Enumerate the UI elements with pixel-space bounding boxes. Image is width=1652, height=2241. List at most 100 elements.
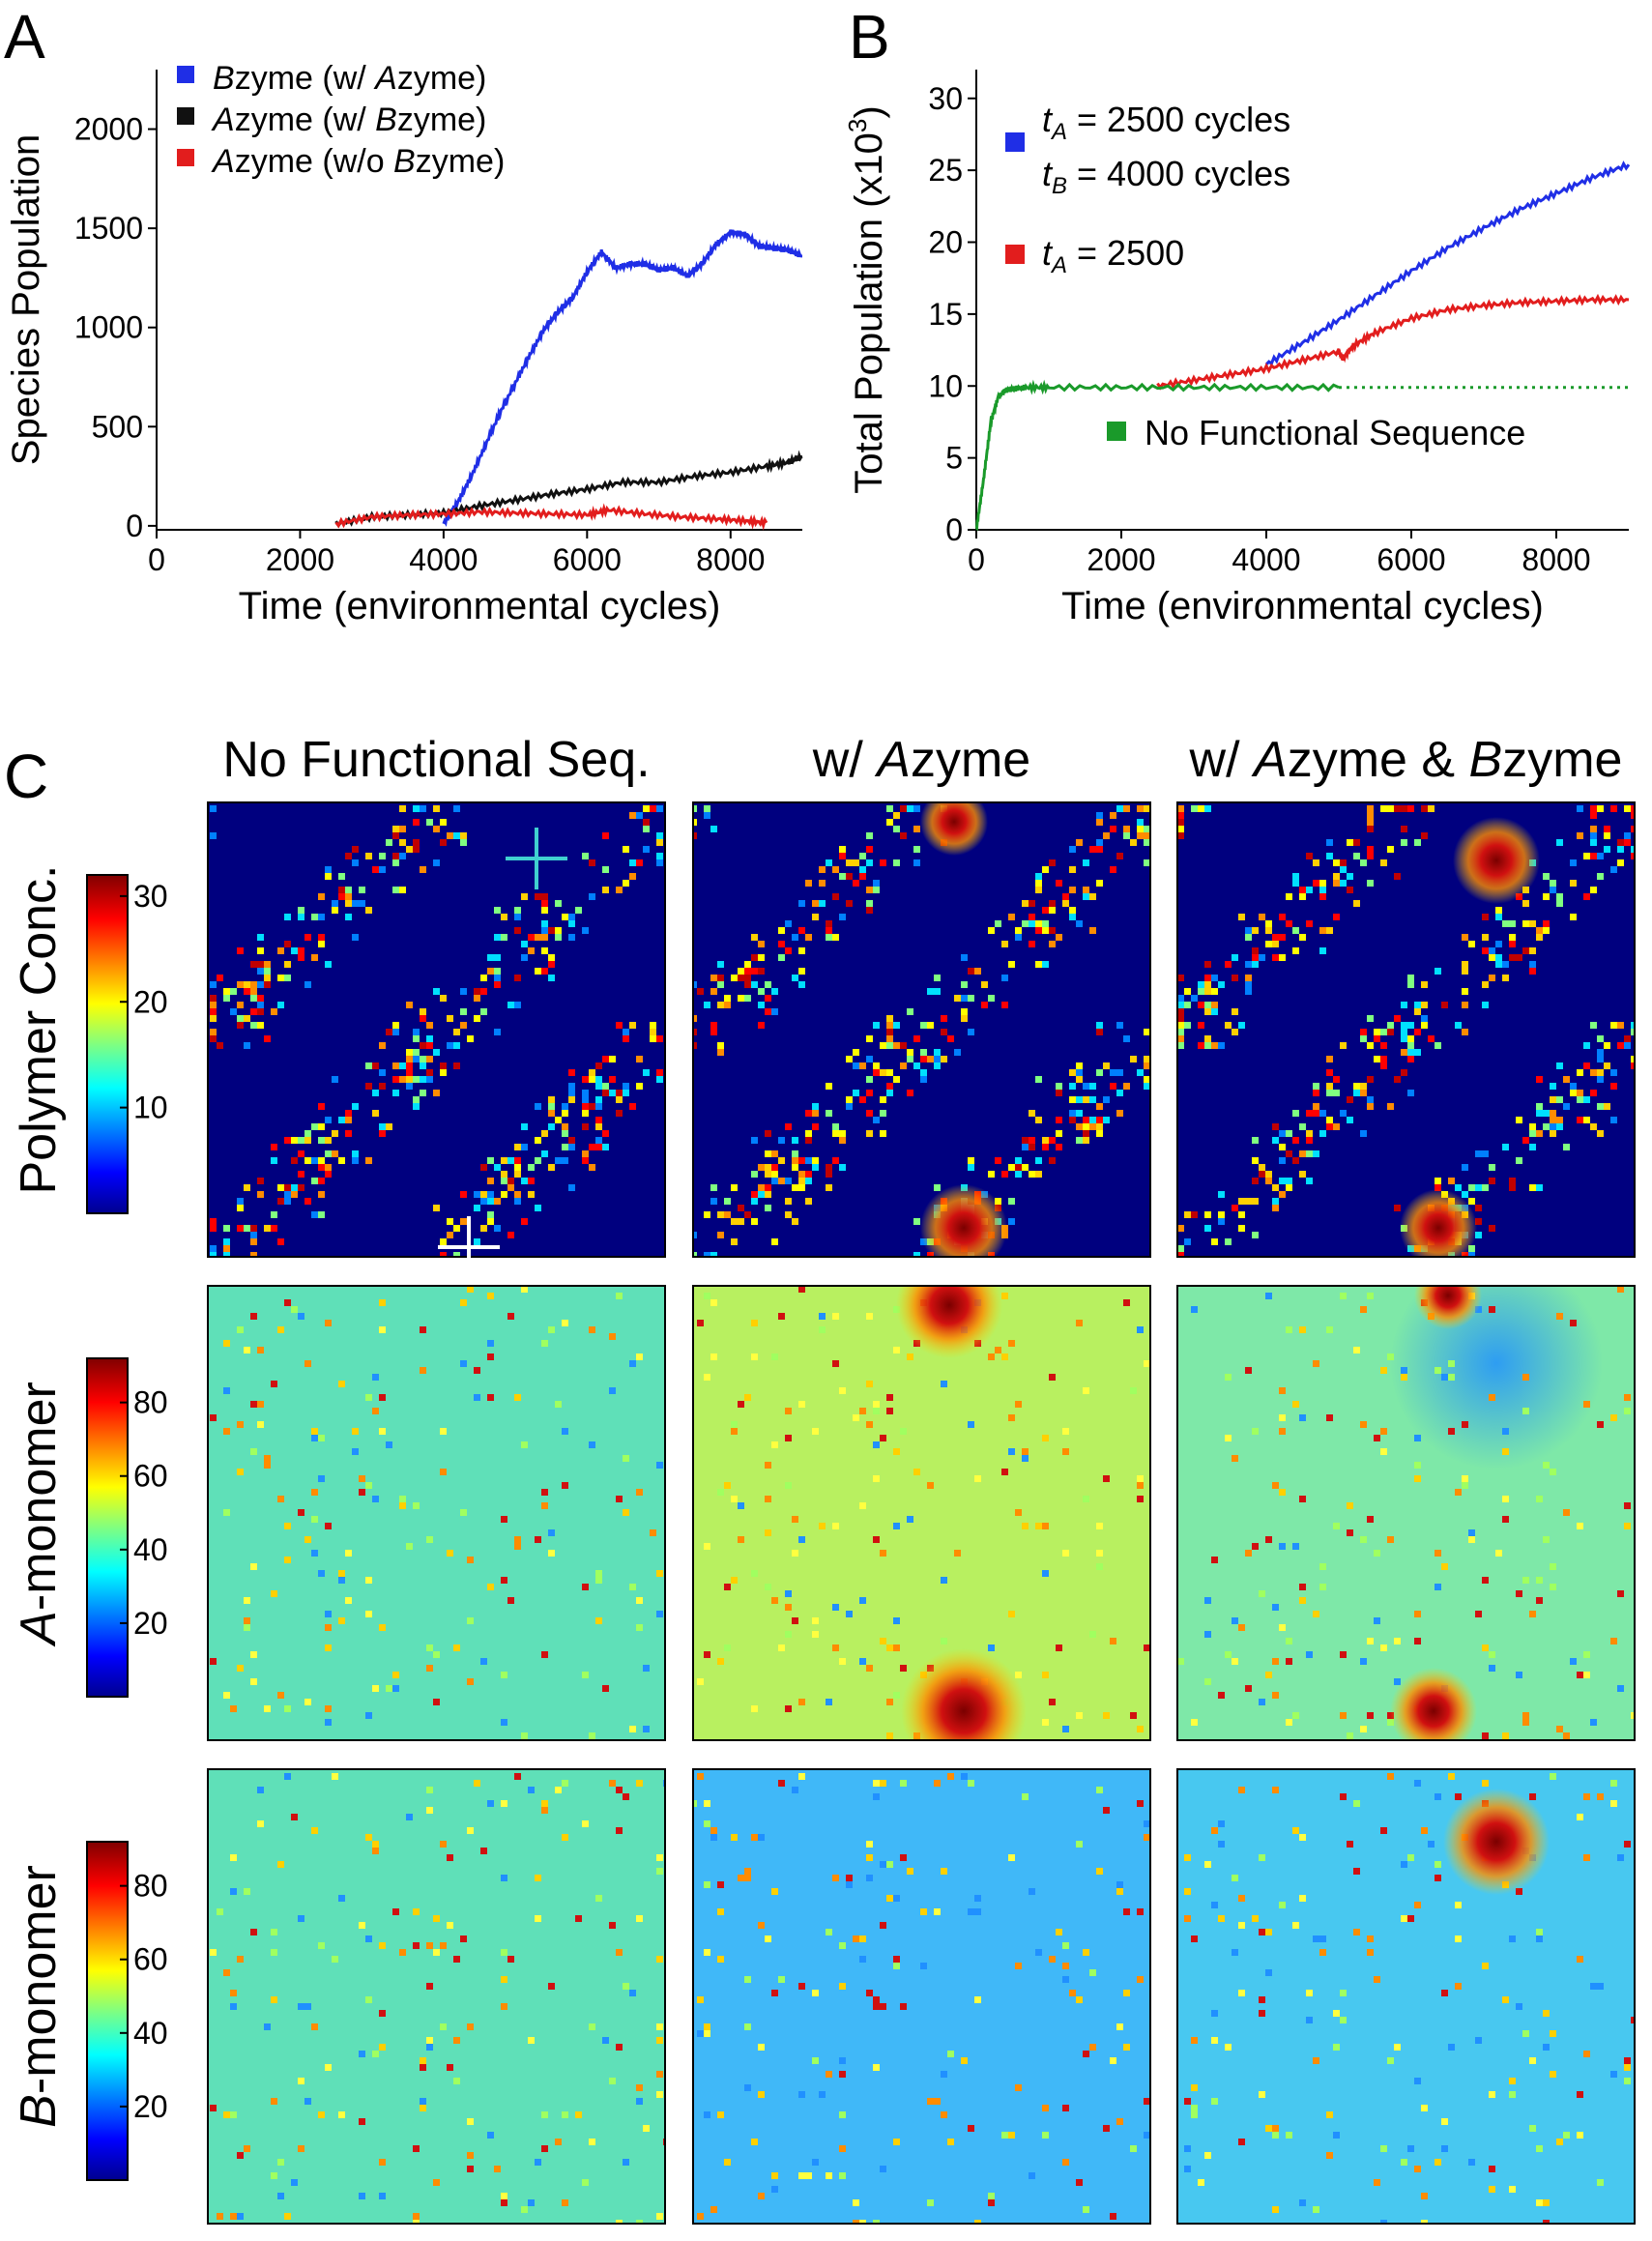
heatmap-cell: [237, 947, 244, 954]
heatmap-speck: [325, 1644, 332, 1651]
heatmap-speck: [237, 1956, 244, 1963]
heatmap-cell: [1265, 941, 1272, 947]
heatmap-cell: [1407, 1042, 1414, 1049]
heatmap-cell: [907, 1008, 913, 1015]
heatmap-speck: [839, 2145, 846, 2152]
heatmap-speck: [1232, 1875, 1238, 1881]
heatmap-cell: [826, 1083, 832, 1090]
heatmap-cell: [859, 853, 866, 859]
heatmap-cell: [832, 1123, 839, 1130]
heatmap-speck: [372, 1496, 379, 1502]
heatmap-cell: [1286, 920, 1292, 927]
heatmap-speck: [1265, 1969, 1272, 1976]
heatmap-row1-col1: [692, 1285, 1151, 1741]
heatmap-speck: [785, 1631, 792, 1638]
heatmap-cell: [1347, 887, 1353, 893]
heatmap-speck: [798, 1773, 805, 1780]
heatmap-speck: [433, 1699, 440, 1705]
heatmap-cell: [1049, 1137, 1056, 1144]
heatmap-speck: [913, 1469, 920, 1475]
heatmap-cell: [1299, 1123, 1306, 1130]
heatmap-cell: [1116, 1090, 1123, 1096]
panel-b-legend-label-0-line1-sub: A: [1050, 119, 1067, 145]
heatmap-speck: [1522, 1719, 1529, 1726]
heatmap-cell: [1468, 941, 1475, 947]
heatmap-speck: [264, 1462, 271, 1469]
heatmap-speck: [1259, 1854, 1265, 1861]
heatmap-cell: [413, 819, 420, 826]
heatmap-speck: [1374, 2179, 1380, 2186]
heatmap-speck: [751, 1353, 758, 1360]
heatmap-cell: [1631, 853, 1635, 859]
heatmap-speck: [1502, 1516, 1509, 1523]
heatmap-speck: [1191, 1935, 1198, 1942]
heatmap-cell: [1069, 914, 1076, 920]
heatmap-cell: [379, 1083, 386, 1090]
heatmap-cell: [1407, 1090, 1414, 1096]
heatmap-cell: [1279, 1130, 1286, 1137]
heatmap-speck: [1482, 1780, 1489, 1787]
heatmap-background: [208, 1769, 665, 2224]
heatmap-cell: [277, 975, 284, 981]
heatmap-speck: [1259, 2010, 1265, 2017]
heatmap-speck: [386, 1685, 392, 1692]
heatmap-cell: [1177, 826, 1184, 832]
heatmap-cell: [1617, 839, 1624, 846]
heatmap-cell: [406, 846, 413, 853]
heatmap-cell: [697, 988, 704, 995]
heatmap-cell: [1211, 975, 1218, 981]
heatmap-cell: [514, 927, 521, 934]
heatmap-cell: [1360, 859, 1367, 866]
heatmap-speck: [988, 1353, 995, 1360]
heatmap-speck: [880, 2003, 886, 2010]
heatmap-cell: [1076, 1110, 1083, 1117]
heatmap-speck: [900, 1428, 907, 1435]
heatmap-speck: [616, 2044, 623, 2051]
heatmap-cell: [1394, 873, 1401, 880]
heatmap-cell: [751, 1171, 758, 1178]
heatmap-cell: [1394, 1076, 1401, 1083]
heatmap-cell: [548, 1123, 555, 1130]
heatmap-speck: [1407, 2145, 1414, 2152]
heatmap-speck: [1116, 1881, 1123, 1888]
heatmap-cell: [507, 1002, 514, 1008]
heatmap-speck: [1536, 2199, 1543, 2206]
panel-label-b: B: [849, 2, 890, 72]
heatmap-cell: [1516, 1117, 1522, 1123]
heatmap-cell: [873, 1062, 880, 1069]
heatmap-speck: [636, 1624, 643, 1631]
heatmap-speck: [250, 1313, 257, 1320]
heatmap-cell: [447, 1232, 453, 1238]
heatmap-speck: [460, 1360, 467, 1367]
heatmap-speck: [1191, 2105, 1198, 2111]
heatmap-speck: [210, 1949, 217, 1956]
heatmap-cell: [1008, 961, 1015, 968]
heatmap-speck: [704, 1800, 710, 1807]
heatmap-cell: [1225, 1238, 1232, 1245]
heatmap-speck: [426, 1983, 433, 1990]
heatmap-speck: [920, 1963, 927, 1969]
heatmap-cell: [846, 900, 853, 907]
heatmap-cell: [392, 1029, 399, 1035]
panel-b-y-tick-label: 15: [928, 297, 963, 332]
heatmap-speck: [616, 2220, 623, 2224]
heatmap-cell: [1502, 1144, 1509, 1150]
heatmap-cell: [738, 1205, 744, 1211]
heatmap-cell: [798, 1157, 805, 1164]
heatmap-speck: [853, 2199, 859, 2206]
heatmap-speck: [1286, 1326, 1292, 1333]
heatmap-cell: [798, 981, 805, 988]
heatmap-cell: [693, 1029, 697, 1035]
heatmap-speck: [961, 1773, 968, 1780]
heatmap-cell: [1089, 1117, 1096, 1123]
heatmap-speck: [514, 1543, 521, 1550]
heatmap-cell: [1624, 805, 1631, 812]
heatmap-cell: [717, 1002, 724, 1008]
heatmap-cell: [595, 1123, 602, 1130]
heatmap-cell: [1177, 975, 1184, 981]
panel-a-legend-label-1-part-2: B: [375, 102, 397, 138]
heatmap-cell: [1076, 1062, 1083, 1069]
heatmap-cell: [1475, 1184, 1482, 1191]
heatmap-speck: [1184, 1854, 1191, 1861]
heatmap-speck: [1279, 1387, 1286, 1394]
